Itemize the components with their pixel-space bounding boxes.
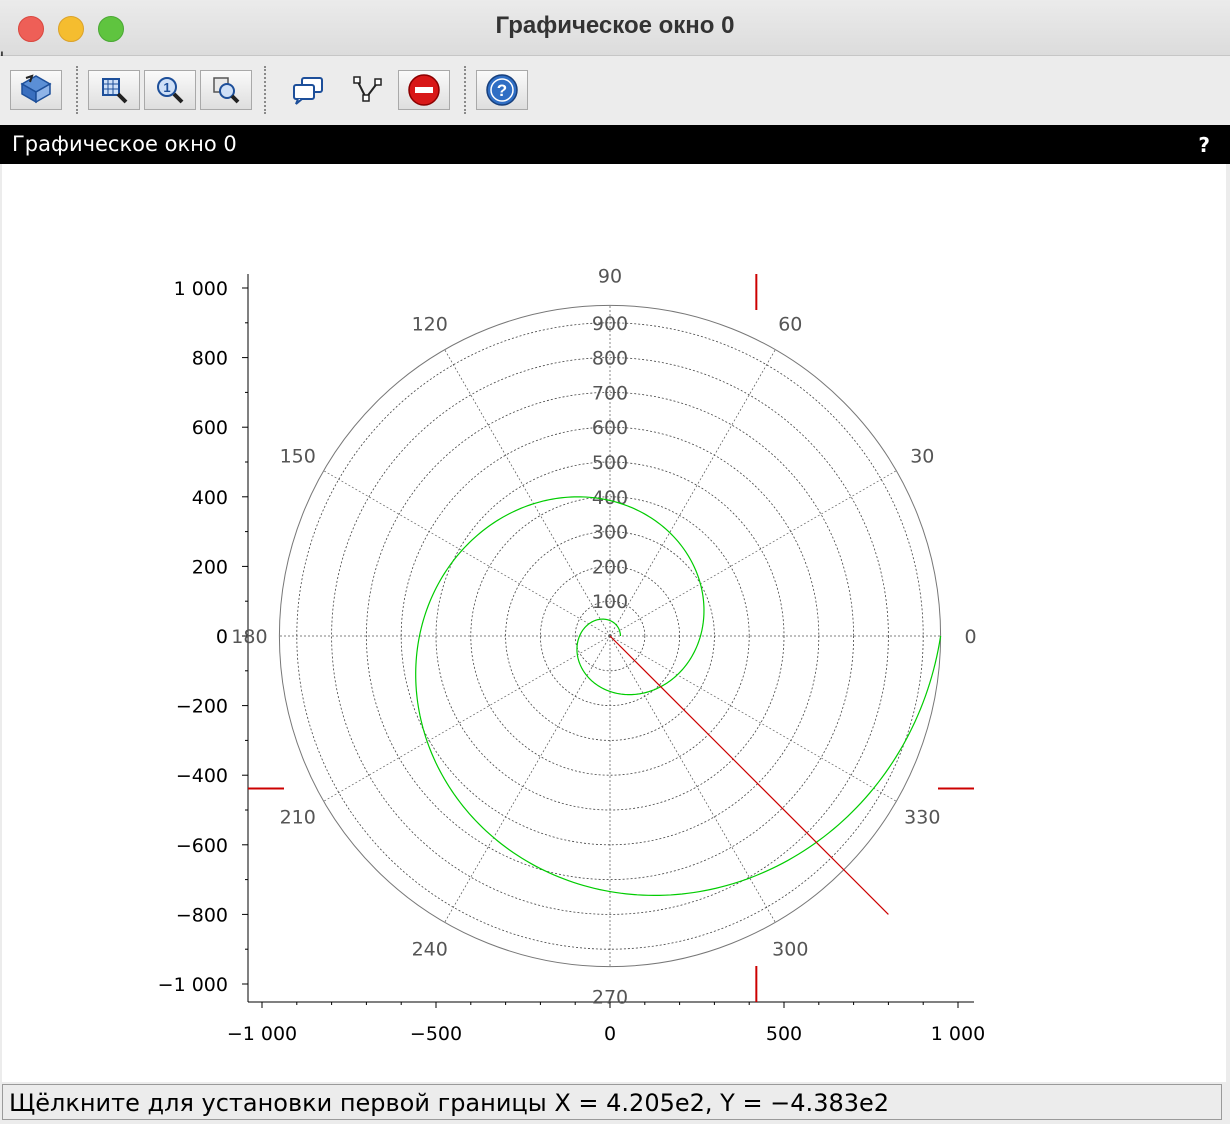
angle-label: 60 bbox=[778, 314, 802, 336]
x-tick-label: 0 bbox=[604, 1023, 616, 1045]
status-text: Щёлкните для установки первой границы X … bbox=[9, 1089, 890, 1117]
y-tick-label: −600 bbox=[176, 835, 228, 857]
zoom-grid-icon bbox=[102, 78, 128, 104]
angle-label: 240 bbox=[412, 938, 448, 960]
title-bar: Графическое окно 0 bbox=[0, 0, 1230, 56]
spiral-curve bbox=[415, 496, 942, 897]
x-tick-label: 1 000 bbox=[931, 1023, 985, 1045]
toolbar-separator bbox=[264, 66, 266, 114]
angle-label: 150 bbox=[280, 446, 316, 468]
rotate-tool-button[interactable] bbox=[10, 70, 62, 110]
zoom-reset-button[interactable]: 1 bbox=[144, 70, 196, 110]
radial-grid-circle bbox=[331, 357, 889, 915]
radial-grid-circle bbox=[574, 600, 646, 672]
angle-label: 0 bbox=[965, 626, 977, 648]
polyline-edit-icon bbox=[353, 76, 382, 102]
radial-label: 200 bbox=[592, 556, 628, 578]
svg-text:1: 1 bbox=[163, 80, 170, 95]
angle-spoke bbox=[609, 470, 897, 637]
y-tick-label: −400 bbox=[176, 765, 228, 787]
toolbar-separator bbox=[464, 66, 466, 114]
close-window-button[interactable] bbox=[18, 16, 44, 42]
angle-label: 180 bbox=[231, 626, 267, 648]
y-tick-label: 800 bbox=[192, 348, 228, 370]
help-icon: ? bbox=[486, 74, 518, 106]
x-tick-label: −1 000 bbox=[227, 1023, 297, 1045]
x-tick-label: 500 bbox=[766, 1023, 802, 1045]
y-tick-label: 600 bbox=[192, 417, 228, 439]
angle-label: 300 bbox=[772, 938, 808, 960]
window-title: Графическое окно 0 bbox=[495, 12, 735, 39]
angle-spoke bbox=[444, 635, 611, 923]
radial-label: 600 bbox=[592, 417, 628, 439]
angle-spoke bbox=[323, 635, 611, 802]
y-tick-label: 0 bbox=[216, 626, 228, 648]
y-tick-label: 400 bbox=[192, 487, 228, 509]
angle-spoke bbox=[609, 349, 776, 637]
red-line bbox=[609, 635, 889, 915]
zoom-one-icon: 1 bbox=[157, 77, 184, 104]
radial-label: 900 bbox=[592, 313, 628, 335]
dock-title: Графическое окно 0 bbox=[12, 132, 237, 156]
angle-label: 30 bbox=[910, 446, 934, 468]
radial-grid-circle bbox=[470, 496, 750, 776]
radial-label: 300 bbox=[592, 522, 628, 544]
radial-label: 700 bbox=[592, 382, 628, 404]
angle-spoke bbox=[323, 470, 611, 637]
status-bar: Щёлкните для установки первой границы X … bbox=[2, 1084, 1222, 1120]
zoom-out-button[interactable] bbox=[200, 70, 252, 110]
rotate-3d-icon bbox=[20, 74, 52, 104]
radial-label: 500 bbox=[592, 452, 628, 474]
radial-label: 100 bbox=[592, 591, 628, 613]
edit-curve-button[interactable] bbox=[342, 70, 394, 110]
speech-bubbles-icon bbox=[293, 77, 323, 105]
help-button[interactable]: ? bbox=[476, 70, 528, 110]
y-tick-label: −200 bbox=[176, 696, 228, 718]
angle-spoke bbox=[609, 635, 897, 802]
angle-label: 120 bbox=[412, 314, 448, 336]
stop-icon bbox=[408, 74, 440, 106]
angle-spoke bbox=[444, 349, 611, 637]
radial-label: 800 bbox=[592, 348, 628, 370]
angle-label: 210 bbox=[280, 806, 316, 828]
y-tick-label: 200 bbox=[192, 556, 228, 578]
plot-canvas[interactable]: 1 000 800 600 400 200 0 −200 −400 −600 −800 −1 000… bbox=[2, 164, 1226, 1082]
y-tick-label: 1 000 bbox=[174, 278, 228, 300]
y-tick-label: −800 bbox=[176, 904, 228, 926]
angle-label: 330 bbox=[904, 806, 940, 828]
radial-grid-circle bbox=[365, 391, 855, 881]
y-tick-label: −1 000 bbox=[158, 974, 228, 996]
zoom-area-button[interactable] bbox=[88, 70, 140, 110]
datatip-button[interactable] bbox=[282, 70, 334, 110]
angle-label: 90 bbox=[598, 265, 622, 287]
toolbar-separator bbox=[76, 66, 78, 114]
dock-header: Графическое окно 0 ? bbox=[0, 125, 1230, 164]
minimize-window-button[interactable] bbox=[58, 16, 84, 42]
svg-text:?: ? bbox=[497, 81, 507, 100]
stop-button[interactable] bbox=[398, 70, 450, 110]
maximize-window-button[interactable] bbox=[98, 16, 124, 42]
angle-spoke bbox=[609, 635, 776, 923]
dock-help-icon[interactable]: ? bbox=[1198, 133, 1210, 157]
x-tick-label: −500 bbox=[410, 1023, 462, 1045]
toolbar: 1 bbox=[0, 56, 1230, 124]
angle-label: 270 bbox=[592, 987, 628, 1009]
zoom-out-icon bbox=[213, 77, 240, 104]
